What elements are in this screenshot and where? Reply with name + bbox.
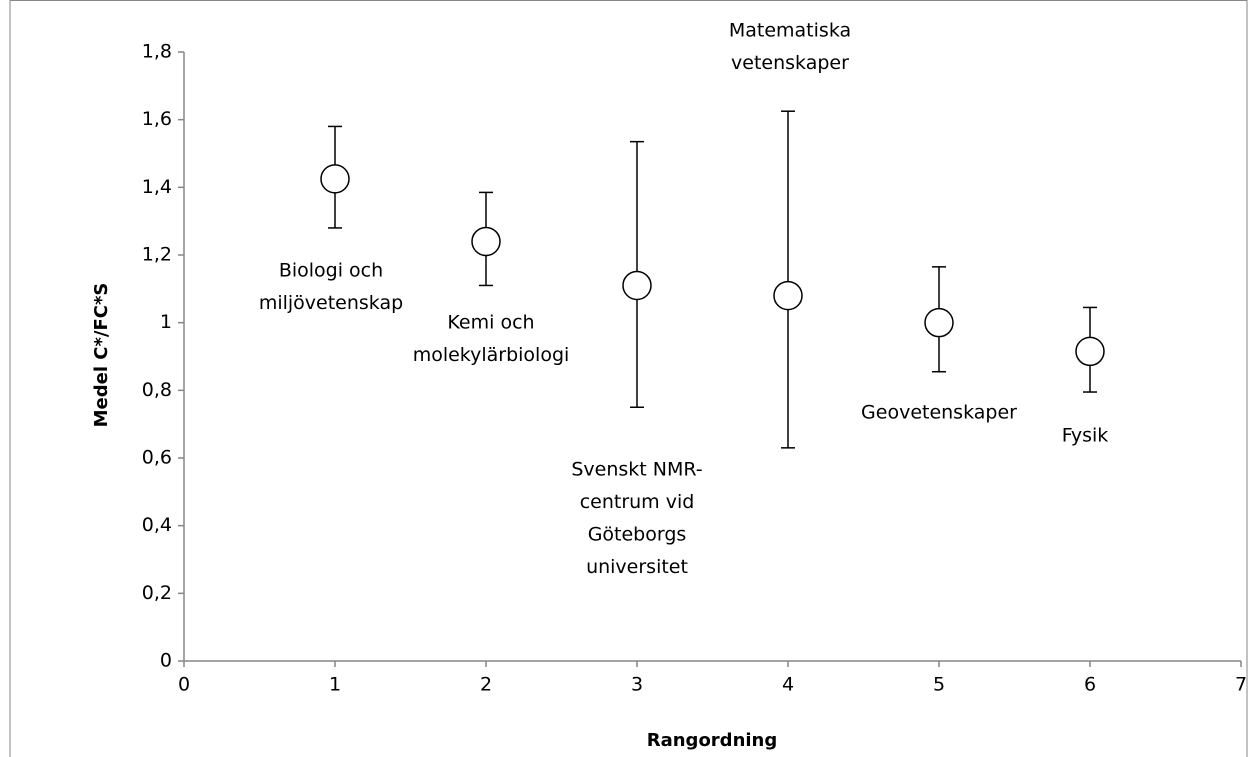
y-tick-label: 1,2	[142, 244, 172, 266]
x-tick-label: 3	[631, 674, 643, 696]
x-tick-label: 0	[178, 674, 190, 696]
annotation: Kemi och	[447, 312, 534, 334]
x-tick-label: 4	[782, 674, 794, 696]
y-tick-label: 0	[160, 650, 172, 672]
y-tick-label: 1,6	[142, 108, 172, 130]
annotation: centrum vid	[580, 491, 695, 513]
annotation: Fysik	[1062, 425, 1109, 447]
point	[924, 307, 954, 338]
x-tick-label: 6	[1084, 674, 1096, 696]
point	[622, 270, 652, 301]
point	[471, 226, 501, 257]
y-tick-label: 0,2	[142, 582, 172, 604]
y-tick-label: 1,8	[142, 41, 172, 63]
annotation: Svenskt NMR-	[571, 459, 702, 481]
annotation: Geovetenskaper	[861, 402, 1017, 424]
y-tick-label: 0,6	[142, 447, 172, 469]
x-tick-label: 7	[1235, 674, 1247, 696]
y-tick-label: 0,8	[142, 379, 172, 401]
chart-border	[9, 0, 1248, 757]
annotation: Göteborgs	[588, 524, 687, 546]
x-tick-label: 5	[933, 674, 945, 696]
annotation: molekylärbiologi	[413, 344, 570, 366]
x-tick-label: 2	[480, 674, 492, 696]
annotation: universitet	[586, 556, 688, 578]
annotation: Biologi och	[279, 260, 383, 282]
x-tick-label: 1	[329, 674, 341, 696]
y-axis-label: Medel C*/FC*S	[91, 283, 112, 428]
y-tick-label: 1,4	[142, 176, 172, 198]
x-axis-label: Rangordning	[647, 730, 778, 751]
point	[320, 164, 350, 194]
y-tick-label: 0,4	[142, 514, 172, 536]
y-tick-label: 1	[160, 311, 172, 333]
annotation: miljövetenskap	[259, 292, 403, 314]
annotation: Matematiska	[729, 20, 851, 42]
point	[1075, 336, 1105, 367]
point	[773, 280, 803, 311]
annotation: vetenskaper	[731, 52, 849, 74]
